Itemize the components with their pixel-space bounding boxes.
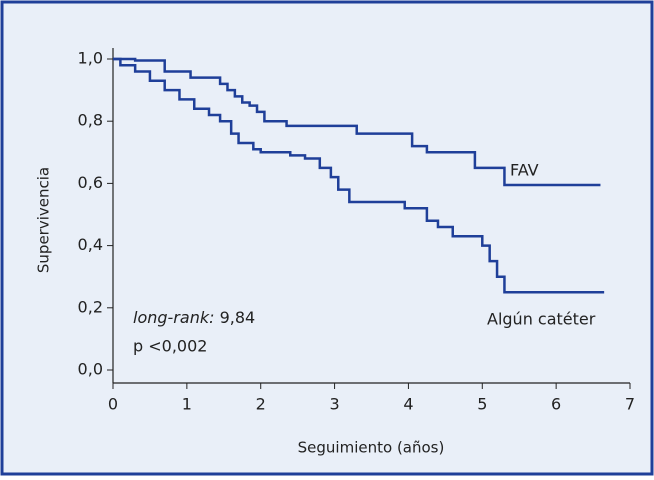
x-axis-label: Seguimiento (años) [298, 439, 445, 457]
x-tick-label: 7 [625, 395, 635, 414]
y-tick-label: 0,0 [78, 360, 103, 379]
series-label: FAV [510, 161, 539, 180]
x-tick-label: 3 [329, 395, 339, 414]
y-axis-label: Supervivencia [35, 167, 53, 273]
p-value: p <0,002 [133, 337, 207, 356]
y-tick-label: 0,6 [78, 173, 103, 192]
x-tick-label: 1 [182, 395, 192, 414]
x-tick-label: 6 [551, 395, 561, 414]
test-value: 9,84 [220, 308, 256, 327]
survival-line [113, 57, 605, 294]
y-tick-label: 0,4 [78, 235, 103, 254]
y-tick-label: 0,8 [78, 111, 103, 130]
test-annotation: long-rank: 9,84 [133, 308, 255, 327]
survival-line [113, 57, 601, 187]
x-tick-label: 5 [477, 395, 487, 414]
x-tick-label: 4 [403, 395, 413, 414]
series-label: Algún catéter [487, 310, 596, 329]
y-tick-label: 0,2 [78, 297, 103, 316]
test-label: long-rank: [133, 308, 214, 327]
y-tick-label: 1,0 [78, 49, 103, 68]
x-tick-label: 0 [108, 395, 118, 414]
x-tick-label: 2 [256, 395, 266, 414]
